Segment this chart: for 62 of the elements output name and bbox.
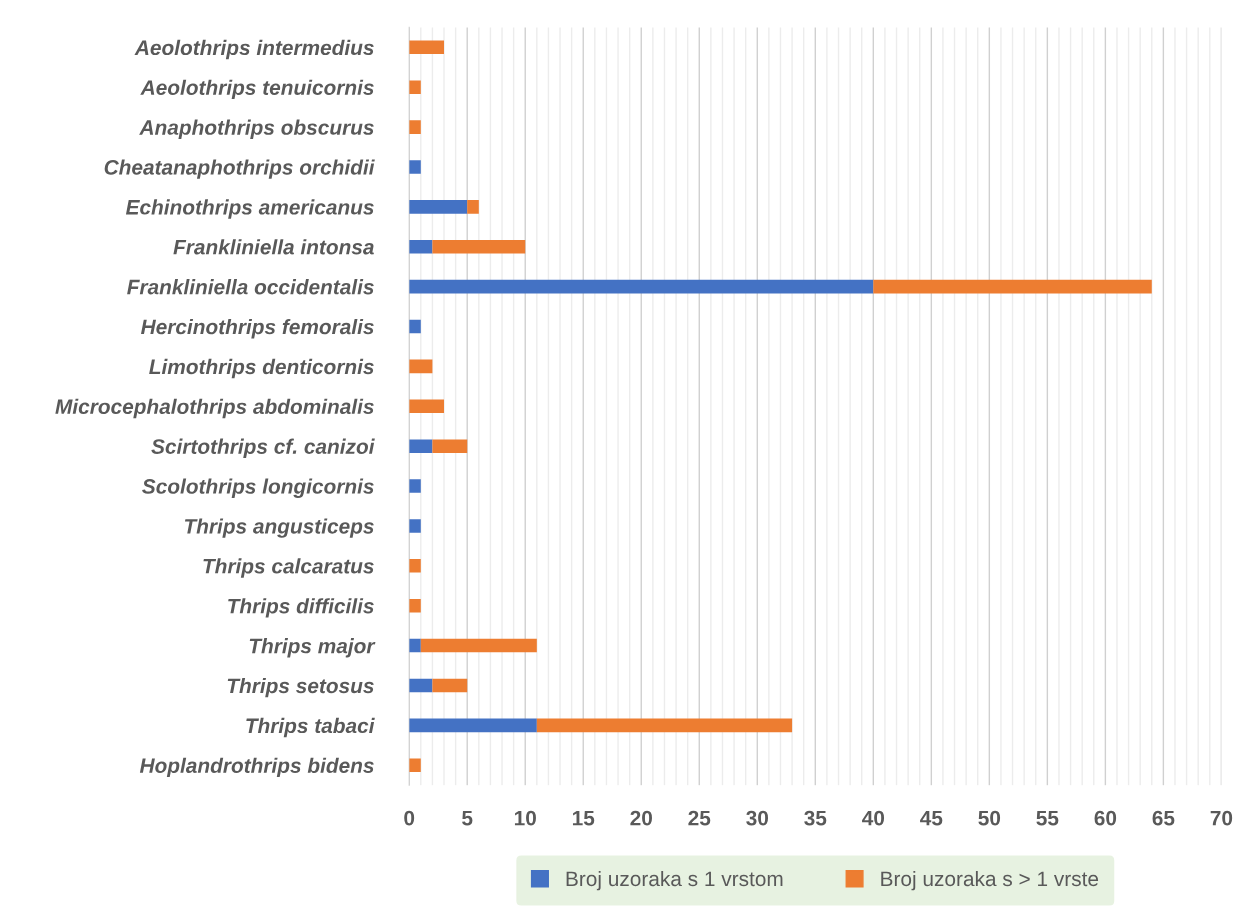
bar: [409, 399, 445, 414]
y-tick-label: Thrips difficilis: [228, 598, 374, 618]
y-tick-label: Thrips setosus: [227, 677, 374, 698]
y-tick-label: Limothrips denticornis: [149, 358, 374, 379]
bar: [409, 559, 421, 573]
bar: [409, 160, 421, 174]
bar: [409, 200, 468, 214]
y-tick-label: Scirtothrips cf. canizoi: [151, 438, 375, 459]
y-tick-label: Frankliniella intonsa: [173, 239, 374, 255]
x-tick-label: 10: [514, 810, 536, 826]
bar: [409, 638, 421, 653]
bar: [432, 678, 468, 693]
y-tick-label: Scolothrips longicornis: [142, 478, 374, 498]
bar: [467, 200, 479, 214]
x-tick-label: 20: [630, 810, 652, 826]
x-tick-label: 0: [404, 810, 415, 826]
legend-label: Broj uzoraka s 1 vrstom: [566, 870, 783, 891]
bar: [409, 598, 421, 613]
y-tick-label: Thrips major: [249, 638, 376, 658]
bar: [536, 718, 793, 733]
x-tick-label: 35: [804, 810, 827, 826]
x-tick-label: 40: [862, 810, 885, 826]
y-tick-label: Frankliniella occidentalis: [127, 279, 374, 295]
bar: [409, 80, 421, 94]
bar: [409, 359, 433, 374]
x-tick-label: 45: [920, 810, 943, 826]
x-tick-label: 30: [746, 810, 769, 826]
bar: [409, 319, 421, 334]
bar: [409, 758, 421, 773]
x-tick-label: 25: [688, 810, 711, 826]
bar: [420, 638, 537, 653]
x-tick-label: 5: [462, 810, 473, 826]
bar: [409, 439, 433, 453]
y-tick-label: Thrips tabaci: [246, 717, 375, 738]
bar: [873, 279, 1152, 294]
y-tick-label: Hercinothrips femoralis: [141, 318, 374, 339]
y-tick-label: Aeolothrips intermedius: [134, 39, 374, 60]
legend-label: Broj uzoraka s > 1 vrste: [881, 870, 1099, 891]
bar: [409, 279, 874, 294]
bar: [409, 519, 421, 533]
y-tick-label: Thrips angusticeps: [184, 518, 374, 538]
x-tick-label: 70: [1210, 810, 1233, 826]
y-tick-label: Anaphothrips obscurus: [139, 119, 374, 139]
x-tick-label: 15: [572, 810, 595, 826]
bar: [409, 120, 421, 134]
x-tick-label: 50: [978, 810, 1001, 826]
bar: [409, 479, 421, 493]
bar: [409, 718, 537, 733]
x-tick-label: 65: [1152, 810, 1175, 826]
bar: [432, 439, 468, 453]
bar: [409, 239, 433, 254]
x-tick-label: 55: [1036, 810, 1059, 826]
bar: [409, 678, 433, 693]
x-tick-label: 60: [1094, 810, 1117, 826]
y-tick-label: Hoplandrothrips bidens: [139, 757, 374, 778]
bar: [409, 40, 445, 55]
y-tick-label: Echinothrips americanus: [125, 199, 374, 219]
y-tick-label: Microcephalothrips abdominalis: [55, 398, 374, 419]
y-tick-label: Thrips calcaratus: [203, 558, 374, 578]
y-tick-label: Cheatanaphothrips orchidii: [104, 159, 375, 179]
y-tick-label: Aeolothrips tenuicornis: [140, 79, 374, 100]
bar: [432, 239, 526, 254]
